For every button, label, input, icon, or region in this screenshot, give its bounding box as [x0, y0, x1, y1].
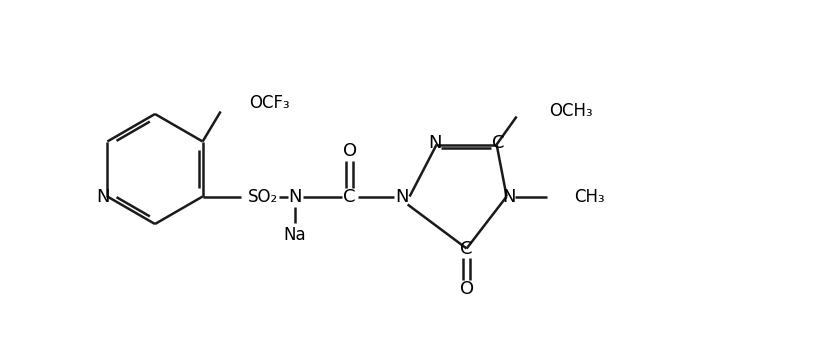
Text: N: N	[288, 187, 301, 205]
Text: SO₂: SO₂	[248, 187, 278, 205]
Text: CH₃: CH₃	[573, 187, 605, 205]
Text: C: C	[344, 187, 356, 205]
Text: N: N	[502, 187, 515, 205]
Text: N: N	[395, 187, 408, 205]
Text: Na: Na	[283, 225, 306, 243]
Text: C: C	[492, 134, 505, 152]
Text: N: N	[428, 134, 441, 152]
Text: N: N	[97, 187, 110, 205]
Text: OCF₃: OCF₃	[249, 95, 289, 113]
Text: O: O	[459, 279, 473, 298]
Text: C: C	[460, 239, 472, 258]
Text: OCH₃: OCH₃	[548, 102, 592, 120]
Text: O: O	[343, 142, 357, 160]
